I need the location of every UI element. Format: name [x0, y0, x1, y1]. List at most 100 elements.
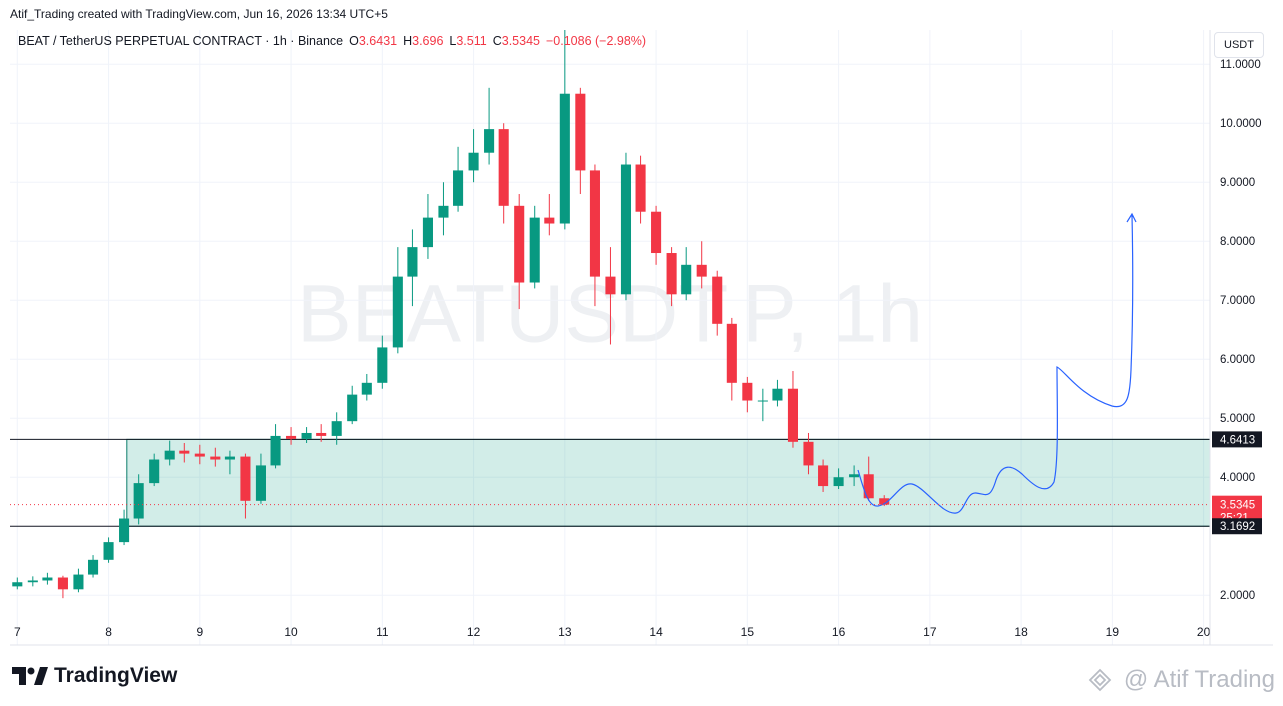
ohlc-value: 3.6431 [358, 34, 398, 48]
candle-body [605, 276, 616, 295]
candle-body [681, 264, 692, 295]
y-tick-label: 2.0000 [1220, 590, 1255, 602]
x-tick-label: 12 [467, 625, 481, 639]
candle-body [57, 577, 68, 590]
x-tick-label: 20 [1197, 625, 1211, 639]
candle-body [361, 382, 372, 395]
x-tick-label: 13 [558, 625, 572, 639]
candle-body [224, 456, 235, 460]
candle-body [696, 264, 707, 277]
change: −0.1086 (−2.98%) [545, 34, 647, 48]
zone-label-bg [1212, 431, 1262, 448]
y-tick-label: 9.0000 [1220, 177, 1255, 189]
brand-icon [12, 667, 48, 685]
candle-body [88, 559, 99, 575]
candle-body [559, 93, 570, 224]
candle-body [803, 441, 814, 466]
zone-label: 4.6413 [1220, 434, 1255, 446]
candle-body [498, 129, 509, 206]
ohlc-value: 3.5345 [501, 34, 540, 48]
header: Atif_Trading created with TradingView.co… [10, 7, 388, 21]
price-label: 3.5345 [1220, 500, 1255, 512]
currency-button[interactable]: USDT [1214, 32, 1264, 58]
candle-body [392, 276, 403, 348]
zone-label: 3.1692 [1220, 521, 1255, 533]
y-tick-label: 6.0000 [1220, 354, 1255, 366]
candle-body [787, 388, 799, 442]
x-tick-label: 8 [105, 625, 112, 639]
x-tick-label: 19 [1106, 625, 1120, 639]
ohlc-key: C [492, 34, 502, 48]
candle-body [422, 217, 433, 248]
candle-body [133, 483, 144, 519]
y-tick-label: 4.0000 [1220, 472, 1255, 484]
x-tick-label: 16 [832, 625, 846, 639]
candle-body [772, 388, 783, 401]
candle-body [484, 129, 495, 153]
candle-body [712, 276, 723, 324]
candle-body [726, 323, 737, 383]
symbol: BEAT / TetherUS PERPETUAL CONTRACT · 1h … [18, 34, 344, 48]
candle-body [179, 450, 190, 454]
x-tick-label: 9 [196, 625, 203, 639]
candle-body [589, 170, 600, 277]
candle-body [666, 253, 677, 295]
author-watermark: @ Atif Trading [1123, 666, 1275, 693]
candle-body [12, 582, 23, 587]
candle-body [164, 450, 175, 460]
candle-body [194, 453, 205, 457]
drawing [857, 212, 1137, 514]
ohlc-value: 3.511 [456, 34, 487, 48]
candle-body [240, 456, 251, 501]
ohlc-key: H [403, 34, 413, 48]
candle-body [42, 577, 53, 581]
y-tick-label: 11.0000 [1220, 59, 1261, 71]
candle-body [879, 498, 890, 505]
candle-body [255, 465, 266, 501]
candle-body [453, 170, 464, 206]
candle-body [331, 421, 342, 436]
zone-label-bg [1212, 518, 1262, 535]
logo-icon [1088, 668, 1112, 692]
x-tick-label: 10 [284, 625, 298, 639]
candle-body [468, 152, 479, 171]
ohlc-value: 3.696 [412, 34, 444, 48]
brand: TradingView [12, 664, 177, 688]
candle-body [544, 217, 555, 224]
y-tick-label: 8.0000 [1220, 236, 1255, 248]
brand-name: TradingView [54, 664, 178, 687]
candle-body [620, 164, 632, 295]
x-tick-label: 18 [1014, 625, 1028, 639]
candle-body [863, 474, 874, 499]
candle-body [849, 474, 860, 478]
candle-body [514, 205, 525, 283]
y-tick-label: 10.0000 [1220, 118, 1262, 130]
legend: BEAT / TetherUS PERPETUAL CONTRACT · 1h … [18, 34, 646, 48]
candle-body [757, 400, 768, 402]
candle-body [73, 574, 84, 590]
candle-body [270, 435, 281, 466]
ohlc-key: L [449, 34, 457, 48]
zone [126, 438, 1211, 527]
candle-body [286, 435, 297, 439]
candle-body [210, 456, 221, 460]
candle-body [742, 382, 753, 401]
candle-body [377, 347, 388, 383]
candle-body [316, 432, 327, 436]
candle-body [103, 542, 114, 560]
y-tick-label: 7.0000 [1220, 295, 1255, 307]
candle-body [529, 217, 540, 283]
x-tick-label: 11 [376, 625, 389, 639]
candle-body [119, 518, 130, 543]
x-tick-label: 14 [649, 625, 663, 639]
candle-body [301, 432, 312, 439]
y-tick-label: 5.0000 [1220, 413, 1255, 425]
candle-body [575, 93, 586, 171]
x-tick-label: 7 [14, 625, 21, 639]
candle-body [833, 477, 844, 487]
ohlc-key: O [349, 34, 359, 48]
candle-body [27, 580, 38, 583]
candle-body [407, 247, 418, 277]
